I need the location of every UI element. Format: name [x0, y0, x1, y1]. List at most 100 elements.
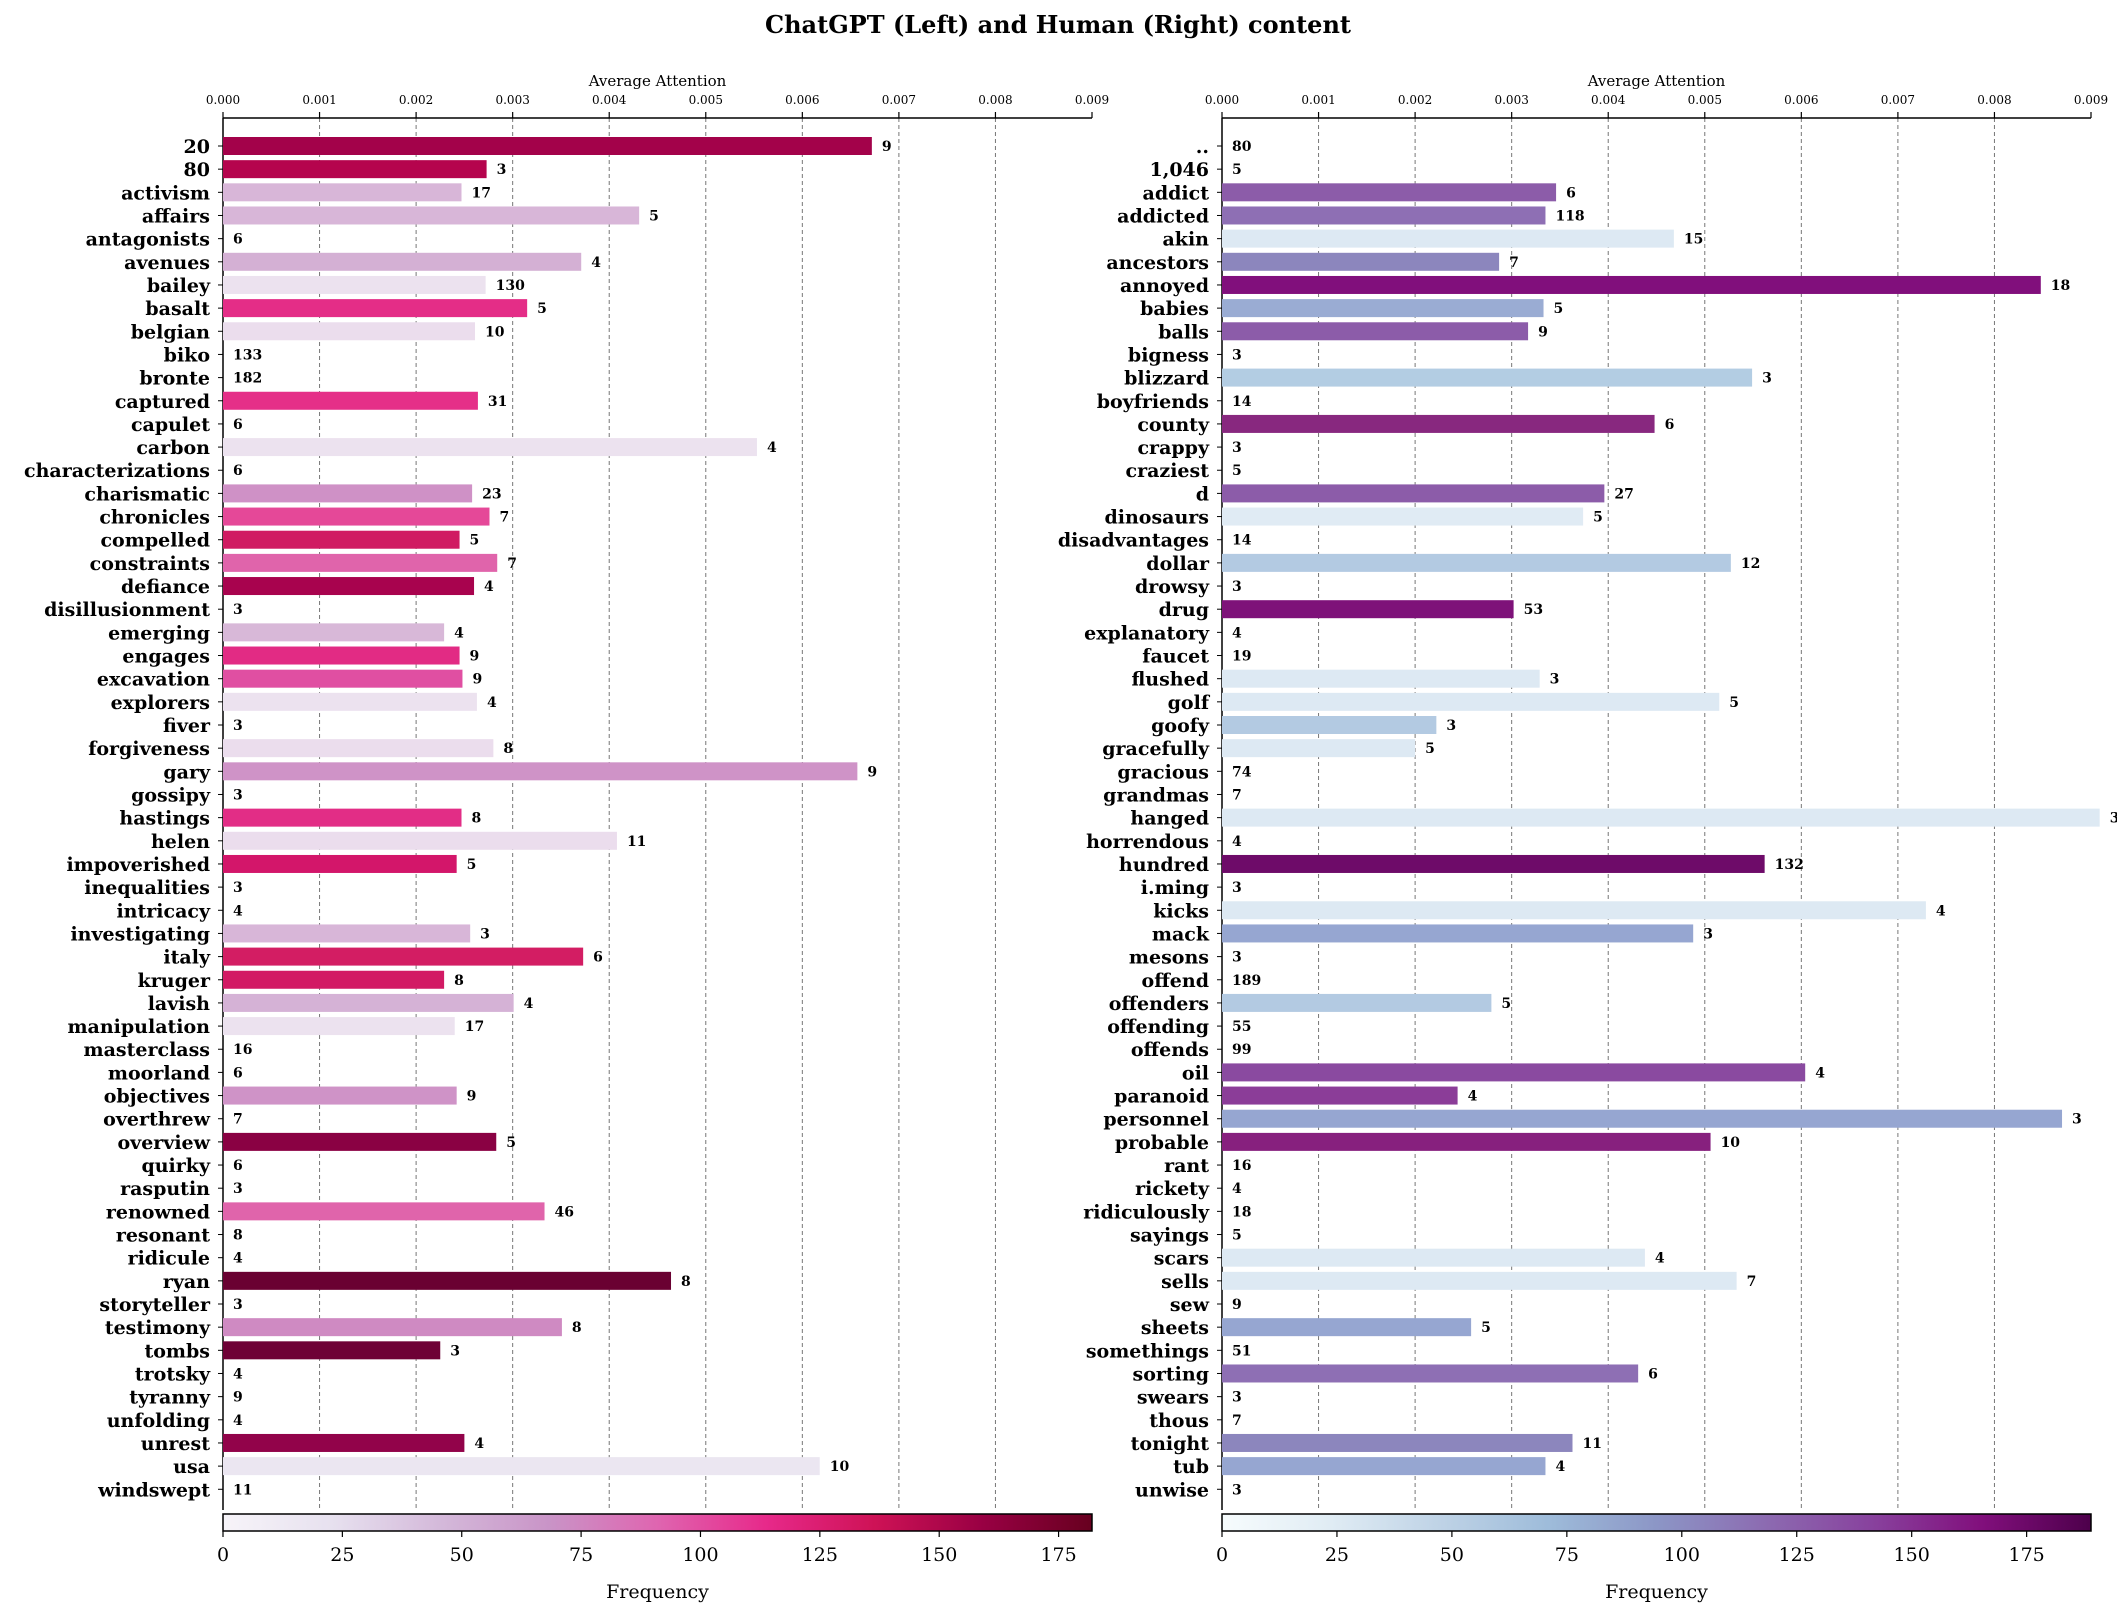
- right-colorbar-tick-label: 25: [1325, 1544, 1349, 1566]
- right-category-label: oil: [1182, 1062, 1209, 1084]
- left-frequency-label: 11: [627, 834, 646, 850]
- right-bar: [1222, 993, 1492, 1012]
- right-top-tick-label: 0.002: [1398, 93, 1432, 107]
- right-top-tick-label: 0.007: [1881, 93, 1915, 107]
- left-category-label: lavish: [148, 993, 210, 1015]
- right-category-label: kicks: [1153, 900, 1209, 922]
- left-frequency-label: 4: [233, 903, 243, 919]
- right-category-label: gracious: [1117, 761, 1209, 783]
- right-frequency-label: 18: [1232, 1204, 1251, 1220]
- right-category-label: sells: [1161, 1271, 1209, 1293]
- right-top-tick-label: 0.001: [1301, 93, 1335, 107]
- right-frequency-label: 3: [1232, 579, 1242, 595]
- right-bar: [1222, 206, 1546, 225]
- left-category-label: characterizations: [24, 460, 210, 482]
- right-bar: [1222, 507, 1584, 526]
- right-frequency-label: 14: [1232, 394, 1252, 410]
- right-category-label: craziest: [1126, 460, 1210, 482]
- right-category-label: sheets: [1141, 1317, 1209, 1339]
- right-bar: [1222, 1109, 2063, 1128]
- right-frequency-label: 6: [1665, 417, 1675, 433]
- right-bar: [1222, 183, 1557, 202]
- left-category-label: antagonists: [86, 229, 210, 251]
- right-category-label: ridiculously: [1083, 1201, 1210, 1223]
- left-category-label: tombs: [144, 1340, 210, 1362]
- right-frequency-label: 3: [1232, 347, 1242, 363]
- left-frequency-label: 9: [467, 1089, 477, 1105]
- left-bar: [223, 623, 445, 642]
- right-category-label: annoyed: [1120, 275, 1209, 297]
- right-category-label: bigness: [1128, 344, 1209, 366]
- left-category-label: resonant: [116, 1225, 210, 1247]
- left-category-label: inequalities: [84, 877, 210, 899]
- left-frequency-label: 6: [593, 950, 603, 966]
- right-frequency-label: 99: [1232, 1042, 1251, 1058]
- left-category-label: hastings: [119, 808, 210, 830]
- right-category-label: balls: [1158, 321, 1209, 343]
- right-frequency-label: 3: [1232, 1390, 1242, 1406]
- right-colorbar-tick-label: 100: [1664, 1544, 1700, 1566]
- right-frequency-label: 12: [1741, 556, 1760, 572]
- right-frequency-label: 5: [1481, 1320, 1491, 1336]
- right-frequency-label: 118: [1555, 208, 1584, 224]
- left-category-label: tyranny: [129, 1387, 211, 1409]
- left-frequency-label: 4: [233, 1251, 243, 1267]
- figure-title: ChatGPT (Left) and Human (Right) content: [765, 10, 1351, 39]
- right-category-label: ..: [1196, 136, 1209, 158]
- left-frequency-label: 3: [450, 1343, 460, 1359]
- left-colorbar-tick-label: 150: [921, 1544, 957, 1566]
- left-frequency-label: 4: [591, 255, 601, 271]
- right-frequency-label: 6: [1566, 185, 1576, 201]
- right-bar: [1222, 808, 2100, 827]
- left-top-tick-label: 0.002: [399, 93, 433, 107]
- left-category-label: defiance: [121, 576, 210, 598]
- right-frequency-label: 5: [1554, 301, 1564, 317]
- right-frequency-label: 4: [1232, 834, 1242, 850]
- left-bar: [223, 1433, 465, 1452]
- right-bar: [1222, 368, 1753, 387]
- left-category-label: overthrew: [103, 1109, 211, 1131]
- left-bar: [223, 669, 463, 688]
- right-category-label: scars: [1154, 1248, 1209, 1270]
- left-frequency-label: 7: [233, 1112, 243, 1128]
- right-category-label: akin: [1162, 229, 1209, 251]
- left-frequency-label: 3: [233, 602, 243, 618]
- right-category-label: boyfriends: [1097, 391, 1209, 413]
- left-frequency-label: 6: [233, 463, 243, 479]
- right-category-label: tonight: [1131, 1433, 1210, 1455]
- left-frequency-label: 3: [497, 162, 507, 178]
- right-frequency-label: 3: [1550, 672, 1560, 688]
- right-frequency-label: 4: [1936, 903, 1946, 919]
- left-category-label: windswept: [97, 1479, 210, 1501]
- right-bar: [1222, 1457, 1546, 1476]
- right-bar: [1222, 299, 1544, 318]
- left-category-label: explorers: [111, 692, 210, 714]
- right-bar: [1222, 669, 1540, 688]
- left-category-label: carbon: [136, 437, 210, 459]
- left-bar: [223, 252, 582, 271]
- left-top-tick-label: 0.004: [592, 93, 627, 107]
- right-bar: [1222, 553, 1731, 572]
- right-colorbar-label: Frequency: [1605, 1581, 1708, 1603]
- left-category-label: gossipy: [131, 784, 211, 806]
- right-colorbar-tick-label: 150: [1894, 1544, 1930, 1566]
- right-frequency-label: 5: [1593, 510, 1603, 526]
- left-frequency-label: 3: [233, 880, 243, 896]
- left-category-label: charismatic: [84, 483, 210, 505]
- right-bar: [1222, 924, 1694, 943]
- left-category-label: disillusionment: [44, 599, 210, 621]
- right-category-label: swears: [1137, 1387, 1209, 1409]
- left-frequency-label: 7: [507, 556, 517, 572]
- left-category-label: bailey: [147, 275, 211, 297]
- left-frequency-label: 9: [470, 649, 480, 665]
- right-frequency-label: 9: [1232, 1297, 1242, 1313]
- left-bar: [223, 692, 477, 711]
- right-bar: [1222, 1318, 1472, 1337]
- right-bar: [1222, 1364, 1639, 1383]
- right-category-label: unwise: [1135, 1479, 1209, 1501]
- left-category-label: gary: [163, 761, 211, 783]
- left-bar: [223, 183, 462, 202]
- right-category-label: probable: [1115, 1132, 1209, 1154]
- left-colorbar-tick-label: 125: [802, 1544, 838, 1566]
- left-bar: [223, 206, 640, 225]
